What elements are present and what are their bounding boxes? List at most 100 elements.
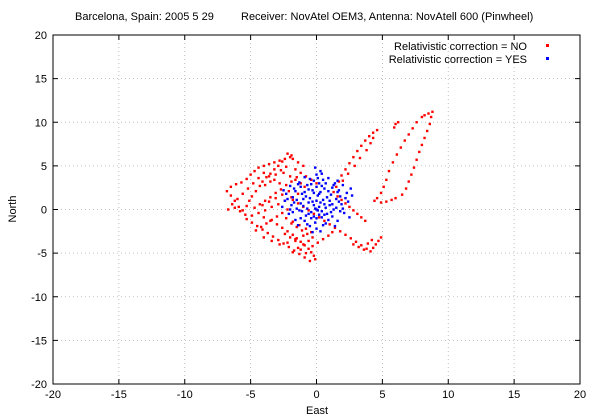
data-point-yes [296, 182, 300, 186]
data-point-no [267, 200, 271, 203]
data-point-yes [290, 203, 293, 207]
data-point-no [312, 254, 316, 257]
data-point-yes [310, 217, 313, 220]
data-point-yes [306, 223, 309, 226]
data-point-no [379, 191, 383, 195]
data-point-no [265, 222, 268, 225]
data-point-no [225, 189, 229, 193]
data-point-no [281, 193, 284, 196]
data-point-no [371, 131, 375, 134]
data-point-no [281, 211, 284, 215]
data-point-no [296, 192, 300, 195]
data-point-no [262, 164, 265, 168]
data-point-no [370, 238, 374, 242]
data-point-no [269, 219, 272, 223]
data-point-yes [298, 209, 301, 212]
data-point-no [377, 239, 380, 243]
data-point-no [391, 161, 395, 164]
data-point-yes [333, 182, 337, 185]
x-tick-label: -15 [111, 389, 127, 401]
data-point-no [262, 216, 265, 219]
data-point-yes [294, 218, 297, 222]
data-point-no [292, 249, 296, 252]
data-point-yes [304, 214, 308, 217]
data-point-no [296, 202, 300, 205]
data-point-no [238, 210, 242, 213]
data-point-no [369, 250, 372, 253]
data-point-no [284, 217, 288, 220]
data-point-no [241, 209, 244, 212]
data-point-no [295, 176, 298, 179]
data-point-yes [295, 207, 298, 210]
data-point-no [423, 136, 426, 140]
data-point-no [379, 236, 383, 239]
data-point-no [400, 193, 404, 196]
data-point-no [348, 162, 351, 165]
data-point-no [393, 126, 396, 129]
data-point-no [310, 251, 313, 254]
data-point-no [257, 176, 260, 180]
data-point-no [245, 217, 248, 221]
data-point-yes [340, 203, 343, 206]
data-point-no [283, 232, 287, 236]
data-point-yes [329, 210, 333, 214]
data-point-yes [339, 195, 342, 198]
data-point-yes [331, 186, 334, 189]
data-point-no [277, 164, 280, 168]
data-point-no [278, 159, 281, 162]
data-point-no [294, 178, 297, 182]
data-point-yes [316, 194, 320, 197]
y-tick-label: -15 [31, 335, 47, 347]
data-point-no [302, 234, 305, 237]
data-point-yes [317, 205, 321, 209]
data-point-no [407, 133, 410, 136]
data-point-no [282, 242, 285, 245]
legend-marker-no [546, 44, 549, 47]
data-point-no [299, 240, 302, 243]
axis-ticks [52, 34, 581, 385]
data-point-no [344, 202, 347, 205]
data-point-no [237, 205, 240, 209]
data-points [225, 110, 434, 263]
data-point-no [290, 222, 293, 225]
data-point-no [336, 195, 339, 198]
x-tick-label: 0 [313, 389, 319, 401]
data-point-yes [329, 193, 333, 196]
data-point-yes [350, 194, 354, 197]
data-point-no [299, 171, 302, 175]
data-point-no [279, 188, 283, 191]
data-point-no [230, 203, 234, 206]
data-point-yes [319, 201, 322, 204]
data-point-no [275, 223, 279, 226]
data-point-no [277, 203, 280, 206]
data-point-no [269, 180, 272, 183]
data-point-no [261, 180, 264, 183]
data-point-yes [312, 203, 316, 207]
data-point-yes [303, 219, 306, 223]
data-point-no [407, 180, 410, 183]
data-point-no [286, 208, 289, 211]
data-point-no [294, 168, 297, 171]
data-point-yes [313, 166, 317, 169]
data-point-yes [288, 208, 292, 211]
x-tick-label: -10 [177, 389, 193, 401]
data-point-yes [298, 181, 301, 184]
data-point-no [284, 183, 288, 187]
data-point-yes [286, 197, 289, 201]
data-point-yes [324, 182, 327, 185]
data-point-no [295, 237, 298, 240]
data-point-yes [344, 196, 347, 200]
x-tick-label: 5 [379, 389, 385, 401]
data-point-no [299, 182, 302, 185]
data-point-no [253, 206, 256, 209]
data-point-no [387, 169, 391, 173]
x-axis-label: East [306, 405, 328, 417]
data-point-no [431, 110, 434, 113]
data-point-yes [331, 203, 334, 206]
data-point-no [304, 175, 308, 178]
data-point-no [294, 239, 297, 243]
data-point-yes [323, 187, 326, 190]
data-point-no [410, 173, 413, 176]
data-point-yes [348, 216, 351, 219]
